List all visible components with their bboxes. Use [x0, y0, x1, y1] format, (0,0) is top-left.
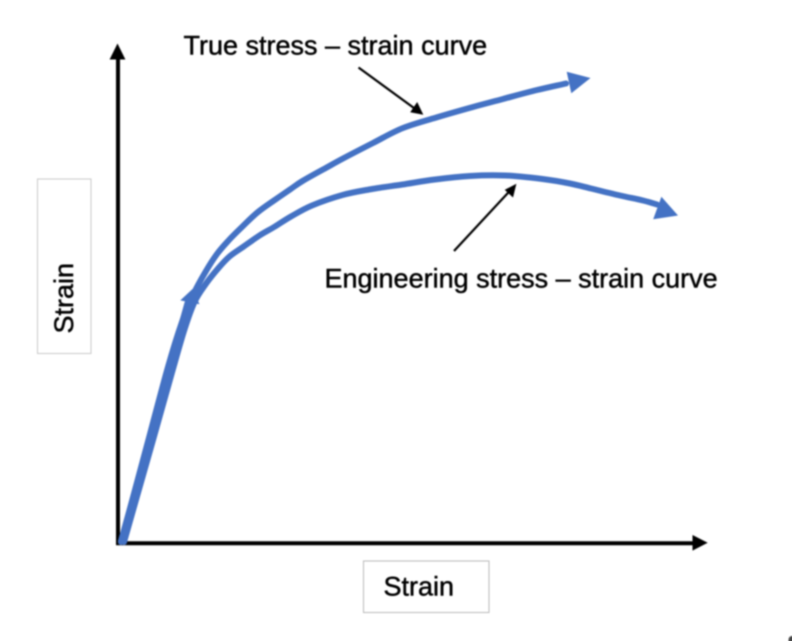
svg-text:Strain: Strain: [384, 572, 455, 602]
svg-text:Engineering stress – strain cu: Engineering stress – strain curve: [325, 263, 718, 293]
svg-text:Strain: Strain: [49, 263, 79, 334]
svg-text:True stress – strain curve: True stress – strain curve: [184, 30, 488, 60]
